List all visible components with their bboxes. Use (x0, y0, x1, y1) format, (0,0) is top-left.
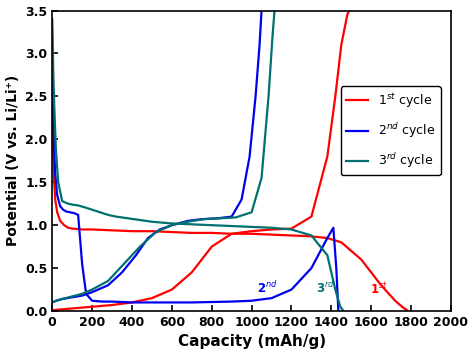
Legend: 1$^{st}$ cycle, 2$^{nd}$ cycle, 3$^{rd}$ cycle: 1$^{st}$ cycle, 2$^{nd}$ cycle, 3$^{rd}$… (341, 86, 441, 175)
Text: 3$^{rd}$: 3$^{rd}$ (316, 280, 335, 296)
Text: 2$^{nd}$: 2$^{nd}$ (257, 280, 278, 296)
X-axis label: Capacity (mAh/g): Capacity (mAh/g) (178, 334, 326, 349)
Text: 1$^{st}$: 1$^{st}$ (370, 281, 388, 296)
Y-axis label: Potential (V vs. Li/Li⁺): Potential (V vs. Li/Li⁺) (6, 75, 19, 246)
